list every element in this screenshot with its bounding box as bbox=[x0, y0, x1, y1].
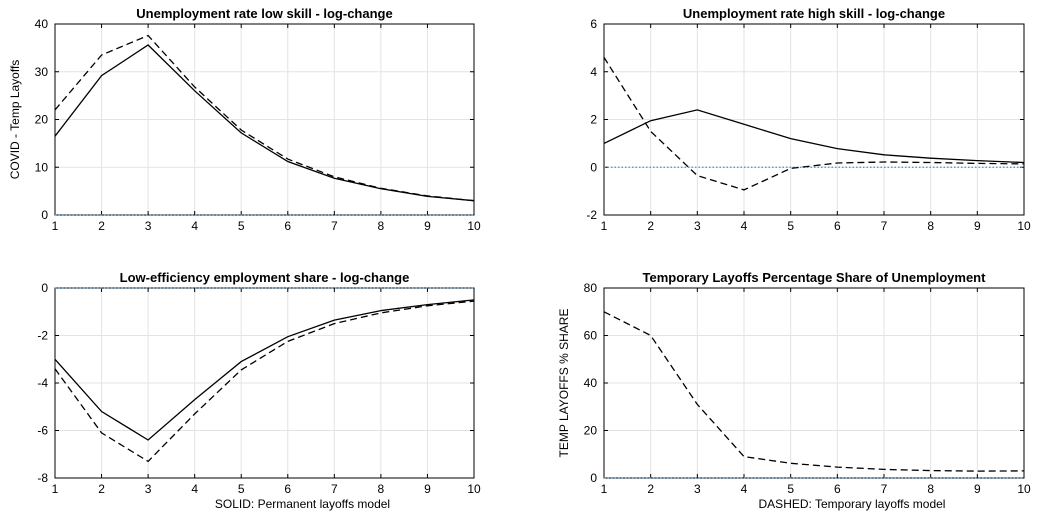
x-tick-label: 2 bbox=[98, 482, 105, 496]
x-tick-label: 9 bbox=[424, 219, 431, 233]
y-tick-label: 20 bbox=[584, 424, 598, 438]
y-tick-label: -2 bbox=[37, 329, 48, 343]
x-tick-label: 5 bbox=[787, 219, 794, 233]
x-tick-label: 7 bbox=[331, 482, 338, 496]
y-tick-label: 20 bbox=[35, 113, 49, 127]
y-tick-label: 10 bbox=[35, 160, 49, 174]
series-dashed-line bbox=[603, 57, 1025, 191]
y-tick-label: 0 bbox=[41, 281, 48, 295]
y-tick-label: 4 bbox=[590, 65, 597, 79]
x-tick-label: 6 bbox=[284, 482, 291, 496]
x-tick-label: 8 bbox=[378, 482, 385, 496]
x-tick-label: 1 bbox=[52, 219, 59, 233]
x-tick-label: 10 bbox=[1017, 219, 1031, 233]
x-tick-label: 1 bbox=[601, 219, 608, 233]
x-tick-label: 4 bbox=[741, 219, 748, 233]
y-tick-label: -4 bbox=[37, 376, 48, 390]
x-tick-label: 9 bbox=[424, 482, 431, 496]
y-axis-label: COVID - Temp Layoffs bbox=[8, 60, 22, 180]
x-tick-label: 2 bbox=[647, 482, 654, 496]
x-tick-label: 8 bbox=[927, 482, 934, 496]
y-axis-label: TEMP LAYOFFS % SHARE bbox=[557, 309, 571, 458]
x-tick-label: 7 bbox=[881, 219, 888, 233]
x-tick-label: 5 bbox=[238, 482, 245, 496]
x-tick-label: 9 bbox=[974, 219, 981, 233]
x-tick-label: 3 bbox=[694, 482, 701, 496]
y-tick-label: 6 bbox=[590, 17, 597, 31]
x-tick-label: 8 bbox=[927, 219, 934, 233]
x-tick-label: 4 bbox=[741, 482, 748, 496]
x-tick-label: 3 bbox=[145, 482, 152, 496]
x-tick-label: 10 bbox=[467, 219, 481, 233]
x-tick-label: 10 bbox=[467, 482, 481, 496]
y-tick-label: 60 bbox=[584, 329, 598, 343]
y-tick-label: 0 bbox=[41, 208, 48, 222]
y-tick-label: -6 bbox=[37, 424, 48, 438]
y-tick-label: 40 bbox=[35, 17, 49, 31]
chart-title: Unemployment rate high skill - log-chang… bbox=[683, 6, 945, 21]
x-tick-label: 6 bbox=[834, 482, 841, 496]
x-tick-label: 2 bbox=[98, 219, 105, 233]
series-dashed-line bbox=[603, 311, 1025, 472]
y-tick-label: 0 bbox=[590, 160, 597, 174]
chart-title: Low-efficiency employment share - log-ch… bbox=[120, 270, 410, 285]
x-tick-label: 1 bbox=[52, 482, 59, 496]
x-tick-label: 3 bbox=[694, 219, 701, 233]
x-axis-note: SOLID: Permanent layoffs model bbox=[215, 497, 390, 511]
panel-4: 1 2 3 4 5 6 7 8 9 10 0 20 40 60 80 Temporary Layoffs Pe… bbox=[557, 270, 1031, 511]
y-tick-label: -8 bbox=[37, 471, 48, 485]
x-tick-label: 10 bbox=[1017, 482, 1031, 496]
panel-1: 1 2 3 4 5 6 7 8 9 10 0 10 20 30 40 Unemployment rate lo… bbox=[8, 6, 481, 233]
x-tick-label: 5 bbox=[238, 219, 245, 233]
x-tick-label: 1 bbox=[601, 482, 608, 496]
series-solid-line bbox=[603, 109, 1025, 164]
panel-2: 1 2 3 4 5 6 7 8 9 10 -2 0 2 4 6 Unemployment rate high … bbox=[586, 6, 1031, 233]
y-tick-label: 2 bbox=[590, 113, 597, 127]
y-tick-label: 0 bbox=[590, 471, 597, 485]
x-tick-label: 2 bbox=[647, 219, 654, 233]
chart-title: Unemployment rate low skill - log-change bbox=[136, 6, 392, 21]
x-tick-label: 8 bbox=[378, 219, 385, 233]
x-tick-label: 6 bbox=[284, 219, 291, 233]
x-axis-note: DASHED: Temporary layoffs model bbox=[759, 497, 946, 511]
y-tick-label: 30 bbox=[35, 65, 49, 79]
y-tick-label: 40 bbox=[584, 376, 598, 390]
x-tick-label: 9 bbox=[974, 482, 981, 496]
x-tick-label: 7 bbox=[881, 482, 888, 496]
y-tick-label: -2 bbox=[586, 208, 597, 222]
x-tick-label: 5 bbox=[787, 482, 794, 496]
panel-3: 1 2 3 4 5 6 7 8 9 10 -8 -6 -4 -2 0 Low-efficiency emplo… bbox=[37, 270, 481, 511]
x-tick-label: 4 bbox=[191, 482, 198, 496]
x-tick-label: 3 bbox=[145, 219, 152, 233]
series-dashed-line bbox=[54, 300, 475, 463]
series-dashed-line bbox=[54, 34, 475, 202]
y-tick-label: 80 bbox=[584, 281, 598, 295]
x-tick-label: 7 bbox=[331, 219, 338, 233]
x-tick-label: 6 bbox=[834, 219, 841, 233]
x-tick-label: 4 bbox=[191, 219, 198, 233]
series-solid-line bbox=[54, 299, 475, 441]
chart-title: Temporary Layoffs Percentage Share of Un… bbox=[643, 270, 987, 285]
